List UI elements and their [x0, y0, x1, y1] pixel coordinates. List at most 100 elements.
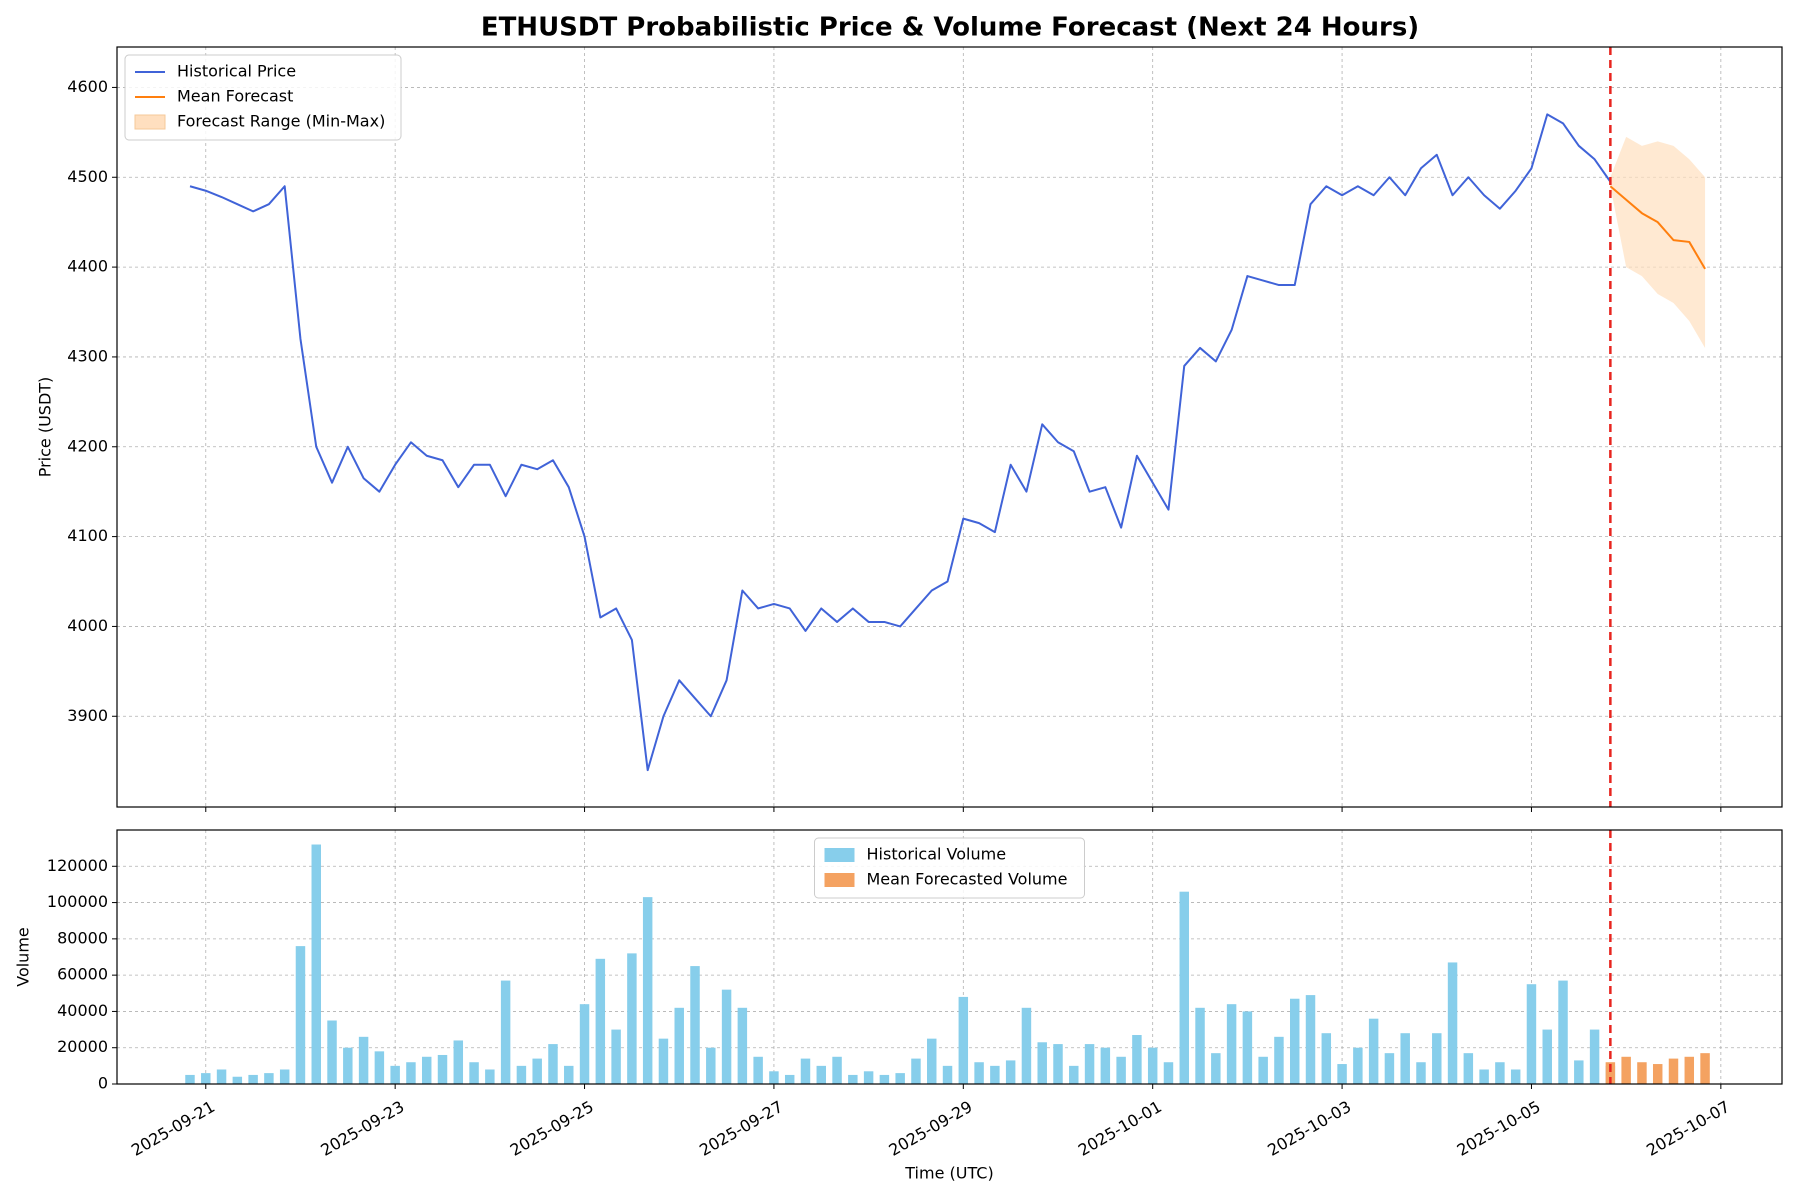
volume-bar: [927, 1038, 937, 1084]
volume-bar: [690, 966, 700, 1084]
volume-bar: [784, 1074, 795, 1084]
volume-bar: [816, 1065, 827, 1084]
axes-frame: [116, 829, 1783, 1085]
volume-bar: [1021, 1007, 1032, 1084]
legend-swatch: [824, 873, 855, 887]
volume-bar: [1226, 1004, 1237, 1084]
y-tick-label: 4400: [67, 257, 108, 276]
volume-bar: [1558, 980, 1568, 1084]
legend-box: [814, 837, 1085, 899]
volume-bar: [358, 1036, 369, 1084]
volume-bar: [1447, 962, 1458, 1084]
volume-bar: [627, 953, 637, 1084]
volume-bar: [1432, 1033, 1442, 1084]
y-tick-label: 4600: [67, 77, 108, 96]
legend-box: [124, 54, 402, 141]
volume-bar: [1542, 1029, 1552, 1084]
volume-bar: [769, 1071, 779, 1084]
volume-bar: [1053, 1044, 1063, 1084]
volume-bar: [264, 1073, 274, 1084]
x-axis-label: Time (UTC): [904, 1164, 993, 1183]
volume-bar: [611, 1029, 621, 1084]
volume-bar: [1668, 1058, 1679, 1084]
volume-bar: [1526, 984, 1537, 1084]
volume-bar: [279, 1069, 290, 1084]
volume-bar: [1589, 1029, 1600, 1084]
volume-bar: [1700, 1053, 1710, 1084]
volume-bar: [1400, 1033, 1410, 1084]
legend-label: Mean Forecasted Volume: [867, 870, 1068, 889]
volume-bar: [343, 1047, 353, 1084]
volume-bar: [437, 1054, 448, 1084]
plot-area: [185, 844, 1710, 1084]
volume-bar: [1463, 1053, 1474, 1084]
volume-bar: [1258, 1056, 1268, 1084]
volume-bar: [753, 1056, 763, 1084]
volume-bar: [879, 1074, 890, 1084]
volume-bar: [1037, 1042, 1047, 1084]
volume-bar: [390, 1065, 400, 1084]
volume-bar: [863, 1071, 874, 1084]
price-line: [189, 113, 1612, 772]
volume-bar: [1100, 1047, 1111, 1084]
volume-bar: [1495, 1062, 1505, 1084]
volume-bar: [185, 1074, 195, 1084]
volume-bar: [1637, 1062, 1647, 1084]
y-tick-label: 3900: [67, 706, 108, 725]
volume-bar: [579, 1004, 590, 1084]
volume-bar: [453, 1040, 464, 1084]
volume-bar: [295, 946, 306, 1084]
volume-bar: [895, 1073, 905, 1084]
volume-bar: [658, 1038, 669, 1084]
y-tick-label: 4200: [67, 436, 108, 455]
volume-bar: [737, 1007, 748, 1084]
legend-label: Forecast Range (Min-Max): [177, 112, 385, 131]
legend-label: Historical Volume: [867, 845, 1007, 864]
forecast-range: [1610, 136, 1706, 348]
volume-bar: [990, 1065, 1000, 1084]
volume-bar: [1084, 1044, 1095, 1084]
y-axis-label: Price (USDT): [36, 377, 55, 478]
volume-bar: [469, 1062, 479, 1084]
volume-bar: [500, 980, 511, 1084]
volume-bar: [1242, 1011, 1253, 1084]
volume-bar: [706, 1047, 716, 1084]
volume-bar: [674, 1007, 684, 1084]
y-tick-label: 4300: [67, 346, 108, 365]
volume-bar: [1289, 998, 1300, 1084]
volume-bar: [1163, 1062, 1174, 1084]
legend: Historical Volume Mean Forecasted Volume: [814, 837, 1085, 899]
volume-bar: [421, 1056, 432, 1084]
axes-frame: [116, 46, 1783, 808]
volume-bar: [1479, 1069, 1489, 1084]
y-axis-label: Volume: [14, 927, 33, 987]
volume-bar: [1621, 1056, 1631, 1084]
volume-bar: [201, 1073, 211, 1084]
y-tick-label: 100000: [47, 892, 108, 911]
volume-bar: [911, 1058, 921, 1084]
volume-bar: [248, 1074, 258, 1084]
volume-bar: [1510, 1069, 1521, 1084]
volume-bar: [1353, 1047, 1363, 1084]
y-tick-label: 4000: [67, 616, 108, 635]
volume-bar: [532, 1058, 542, 1084]
volume-bar: [1195, 1007, 1205, 1084]
volume-bar: [1069, 1065, 1079, 1084]
volume-bar: [1605, 1062, 1616, 1084]
volume-bar: [942, 1065, 953, 1084]
volume-bar: [311, 844, 321, 1084]
volume-bar: [1116, 1056, 1126, 1084]
volume-bar: [374, 1051, 385, 1084]
volume-bar: [1305, 995, 1316, 1084]
volume-bar: [548, 1044, 558, 1084]
volume-bar: [1337, 1064, 1347, 1084]
legend-swatch: [824, 848, 855, 862]
legend: Historical Price Mean Forecast Forecast Ra…: [124, 54, 402, 141]
volume-bar: [595, 958, 606, 1084]
y-tick-label: 80000: [57, 928, 108, 947]
volume-bar: [1005, 1060, 1016, 1084]
legend-label: Mean Forecast: [177, 87, 293, 106]
y-tick-label: 60000: [57, 965, 108, 984]
y-tick-label: 40000: [57, 1001, 108, 1020]
volume-bar: [800, 1058, 811, 1084]
